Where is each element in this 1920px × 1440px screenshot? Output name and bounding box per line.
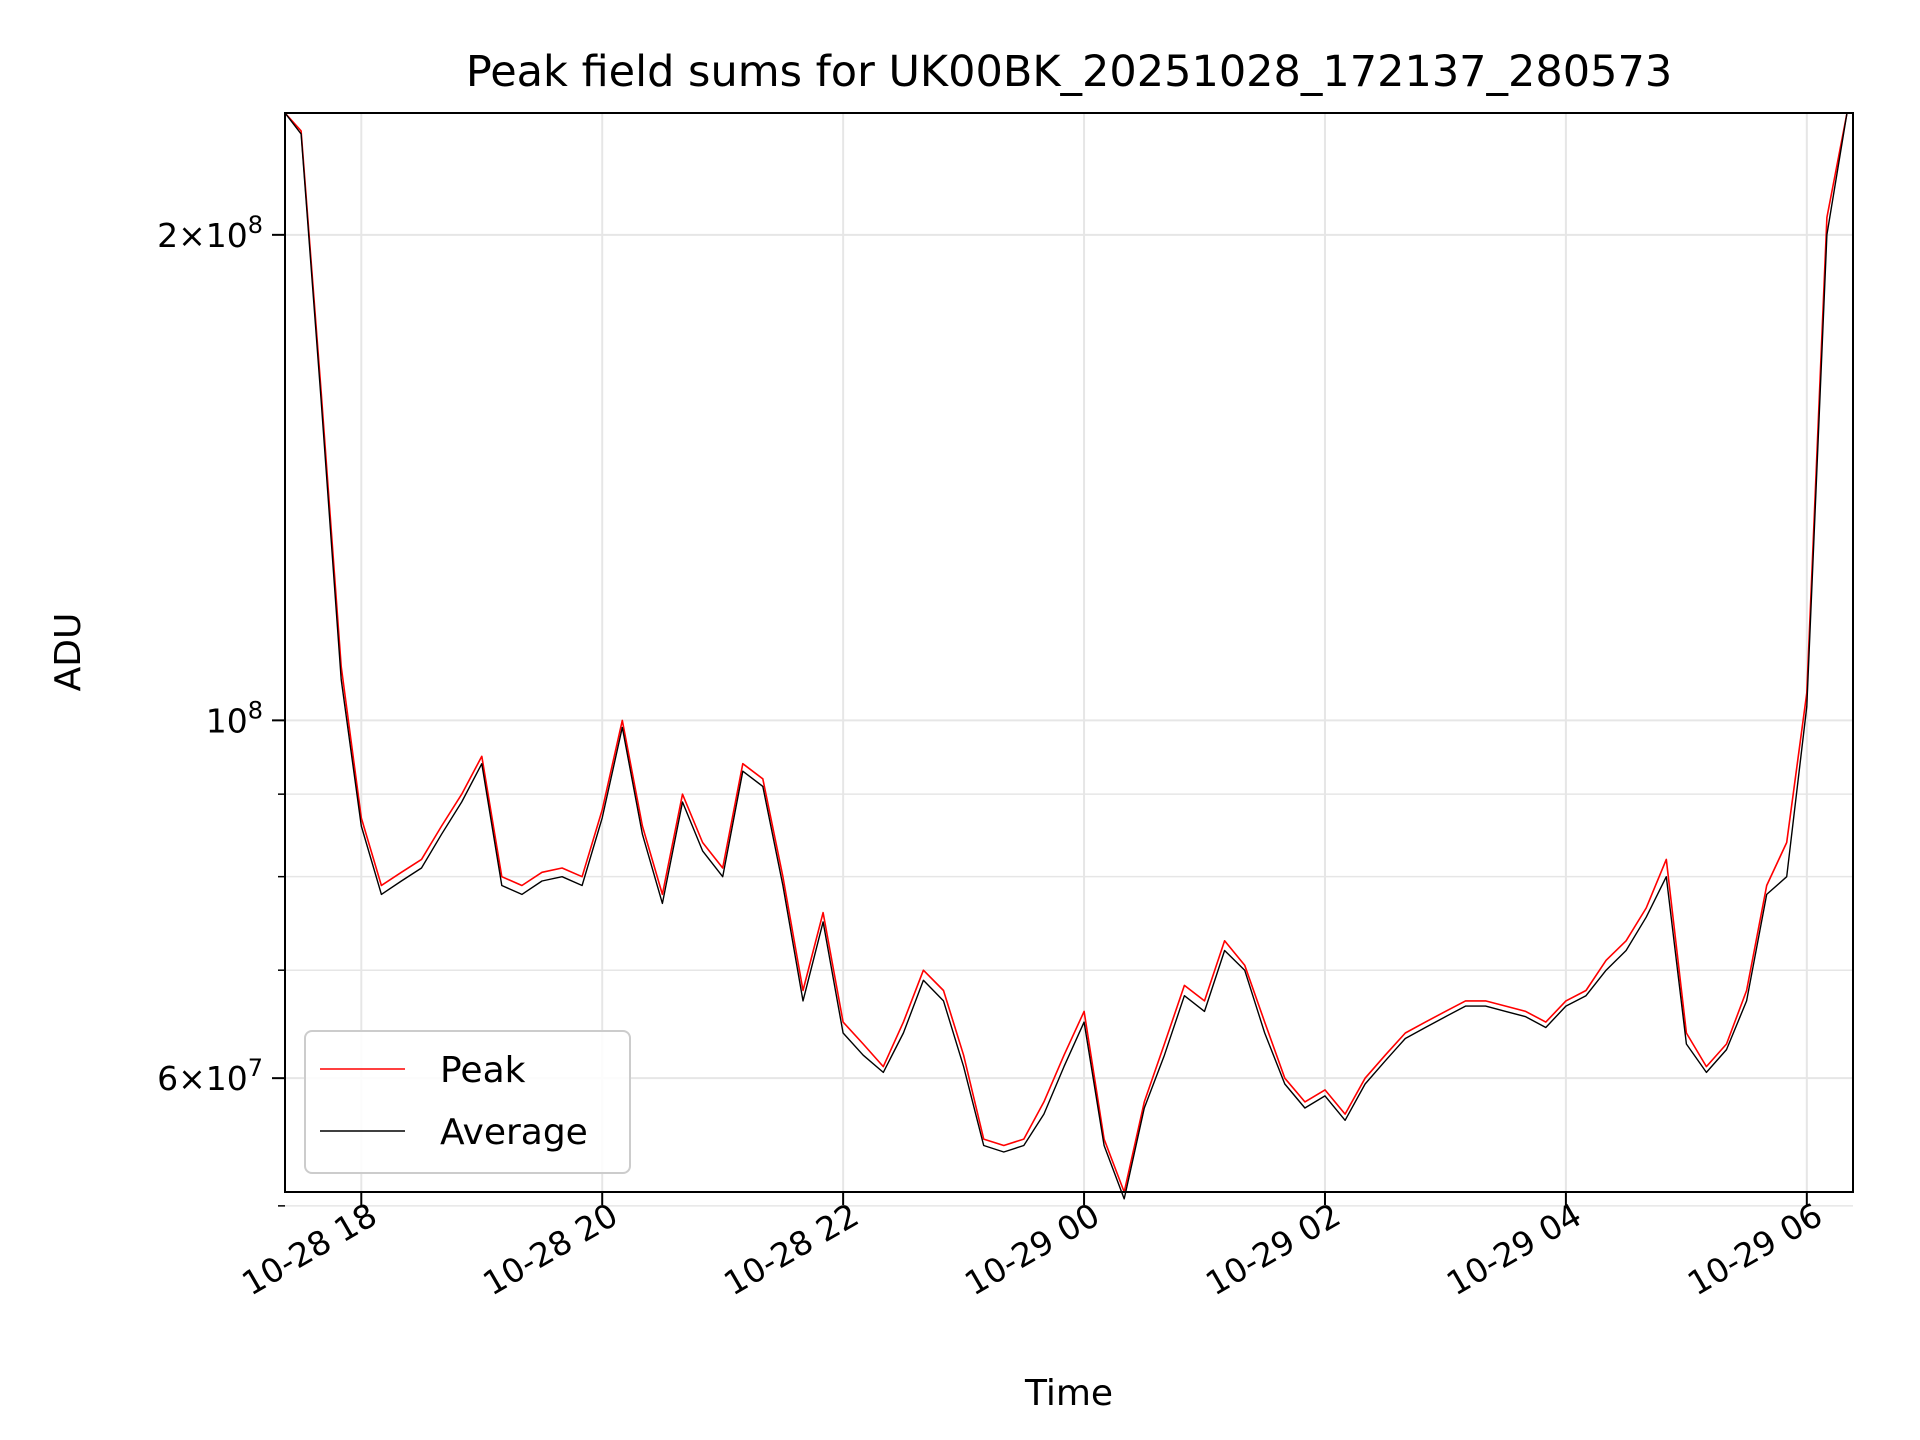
series-layer: [284, 112, 1848, 1200]
y-axis: 2×108 108 6×107: [157, 211, 285, 1207]
series-line-average: [284, 112, 1848, 1200]
y-tick-label: 6×107: [157, 1054, 263, 1098]
series-line-peak: [284, 112, 1848, 1193]
y-tick-label: 108: [206, 696, 263, 740]
legend: Peak Average: [304, 1030, 631, 1174]
legend-box: [304, 1030, 631, 1174]
y-tick-label: 2×108: [157, 211, 263, 255]
legend-label-peak: Peak: [440, 1050, 526, 1091]
chart-title: Peak field sums for UK00BK_20251028_1721…: [466, 47, 1672, 97]
grid: [285, 113, 1853, 1207]
x-axis-label: Time: [1024, 1373, 1113, 1414]
plot-frame: [284, 112, 1854, 1193]
y-axis-label: ADU: [48, 613, 89, 692]
legend-label-average: Average: [440, 1112, 588, 1153]
